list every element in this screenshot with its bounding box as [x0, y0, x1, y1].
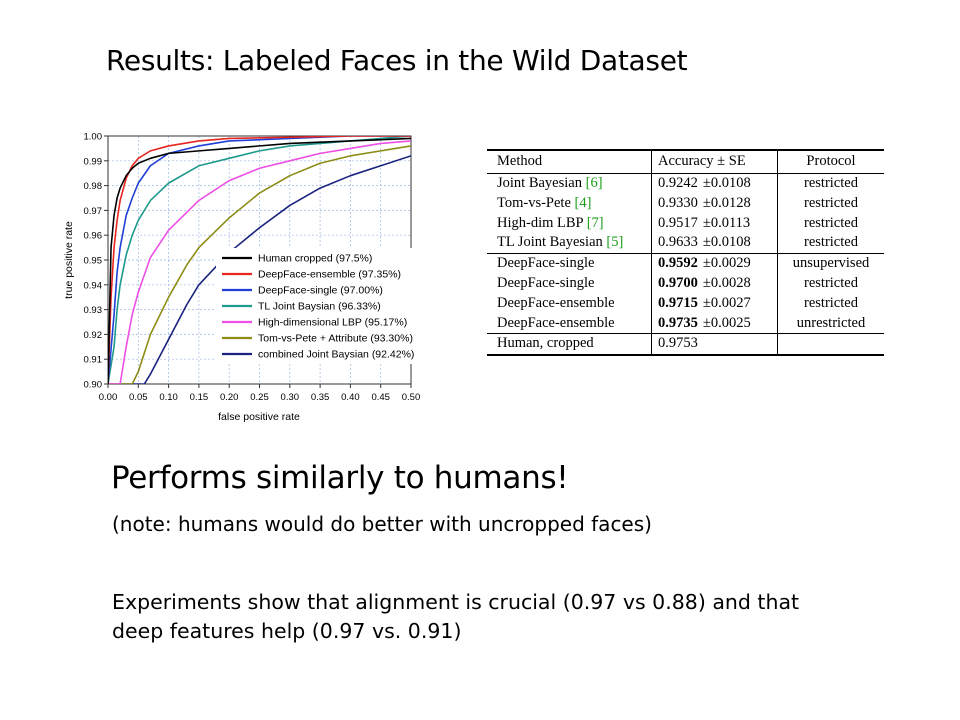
legend-label: combined Joint Baysian (92.42%): [258, 349, 414, 361]
header-protocol: Protocol: [777, 149, 884, 174]
x-tick-label: 0.05: [129, 392, 148, 403]
y-tick-label: 0.92: [84, 330, 103, 341]
table-row: High-dim LBP [7] 0.9517 ±0.0113 restricted: [487, 213, 884, 234]
cell-protocol: restricted: [777, 213, 884, 234]
cell-accuracy: 0.9517 ±0.0113: [651, 213, 778, 234]
table-row: DeepFace-single 0.9592 ±0.0029 unsupervised: [487, 253, 884, 274]
cell-accuracy: 0.9242 ±0.0108: [651, 173, 778, 194]
x-axis-ticks: 0.00 0.05 0.10 0.15 0.20 0.25 0.30 0.35 0.40 0.45…: [99, 384, 421, 403]
series-line: [108, 140, 411, 384]
header-method: Method: [487, 149, 652, 174]
cell-accuracy: 0.9700 ±0.0028: [651, 273, 778, 294]
table-row: Tom-vs-Pete [4] 0.9330 ±0.0128 restricted: [487, 193, 884, 214]
cell-method: High-dim LBP [7]: [497, 214, 604, 231]
cell-accuracy: 0.9633 ±0.0108: [651, 233, 778, 254]
cell-method: DeepFace-ensemble: [497, 314, 615, 331]
series-line: [108, 137, 411, 384]
cell-method: DeepFace-ensemble: [497, 294, 615, 311]
y-tick-label: 0.95: [84, 256, 103, 267]
x-tick-label: 0.10: [159, 392, 178, 403]
header-accuracy: Accuracy ± SE: [651, 149, 778, 174]
y-axis-label: true positive rate: [63, 221, 75, 299]
y-tick-label: 0.94: [84, 280, 103, 291]
cell-protocol: restricted: [777, 293, 884, 314]
table-row: Human, cropped 0.9753: [487, 333, 884, 357]
cell-accuracy: 0.9330 ±0.0128: [651, 193, 778, 214]
cell-method: DeepFace-single: [487, 253, 652, 274]
cell-method: Human, cropped: [487, 333, 652, 357]
series-line: [108, 136, 411, 384]
legend-label: DeepFace-single (97.00%): [258, 285, 383, 297]
cell-accuracy: 0.9592 ±0.0029: [651, 253, 778, 274]
cell-method: Joint Bayesian [6]: [497, 175, 603, 191]
legend-label: Tom-vs-Pete + Attribute (93.30%): [258, 333, 413, 345]
x-tick-label: 0.45: [371, 392, 390, 403]
cell-protocol: restricted: [777, 193, 884, 214]
table-row: DeepFace-ensemble 0.9715 ±0.0027 restricted: [487, 293, 884, 314]
y-tick-label: 1.00: [84, 132, 103, 143]
cell-method: TL Joint Bayesian [5]: [497, 234, 624, 251]
legend-label: TL Joint Baysian (96.33%): [258, 301, 381, 313]
legend-label: Human cropped (97.5%): [258, 253, 372, 265]
series-line: [108, 136, 411, 384]
table-header-row: Method Accuracy ± SE Protocol: [487, 149, 884, 174]
x-tick-label: 0.40: [341, 392, 360, 403]
cell-protocol: restricted: [777, 273, 884, 294]
legend: Human cropped (97.5%) DeepFace-ensemble (…: [216, 248, 414, 364]
y-axis-ticks: 0.90 0.91 0.92 0.93 0.94 0.95 0.96 0.97 0.98 0.99…: [84, 132, 108, 391]
results-table: Method Accuracy ± SE Protocol Joint Baye…: [487, 149, 884, 357]
table-row: DeepFace-single 0.9700 ±0.0028 restricted: [487, 273, 884, 294]
y-tick-label: 0.98: [84, 181, 103, 192]
table-row: TL Joint Bayesian [5] 0.9633 ±0.0108 restri…: [487, 233, 884, 254]
y-tick-label: 0.93: [84, 305, 103, 316]
cell-method: Tom-vs-Pete [4]: [497, 194, 592, 211]
cell-protocol: restricted: [777, 233, 884, 254]
x-tick-label: 0.20: [220, 392, 239, 403]
table-row: Joint Bayesian [6] 0.9242 ±0.0108 restricte…: [487, 173, 884, 194]
slide-title: Results: Labeled Faces in the Wild Datas…: [106, 44, 688, 77]
x-tick-label: 0.35: [311, 392, 330, 403]
x-tick-label: 0.30: [281, 392, 300, 403]
y-tick-label: 0.90: [84, 380, 103, 391]
table-body: Joint Bayesian [6] 0.9242 ±0.0108 restricte…: [487, 173, 884, 357]
legend-label: DeepFace-ensemble (97.35%): [258, 269, 401, 281]
y-tick-label: 0.99: [84, 156, 103, 167]
x-axis-label: false positive rate: [218, 411, 300, 423]
x-tick-label: 0.50: [402, 392, 421, 403]
table-row: DeepFace-ensemble 0.9735 ±0.0025 unrestrict…: [487, 313, 884, 334]
x-tick-label: 0.15: [190, 392, 209, 403]
roc-chart: 0.00 0.05 0.10 0.15 0.20 0.25 0.30 0.35 0.40 0.45…: [63, 132, 421, 424]
cell-protocol: unrestricted: [777, 313, 884, 334]
note-text: (note: humans would do better with uncro…: [112, 512, 652, 536]
x-tick-label: 0.00: [99, 392, 118, 403]
cell-protocol: [777, 333, 884, 357]
y-tick-label: 0.96: [84, 231, 103, 242]
cell-method: DeepFace-single: [497, 274, 595, 291]
citation-ref: [7]: [586, 214, 604, 231]
citation-ref: [6]: [585, 175, 603, 191]
x-tick-label: 0.25: [250, 392, 269, 403]
series-line: [108, 136, 411, 384]
legend-label: High-dimensional LBP (95.17%): [258, 317, 407, 329]
y-tick-label: 0.97: [84, 206, 103, 217]
series-line: [108, 145, 411, 384]
experiments-text: Experiments show that alignment is cruci…: [112, 590, 800, 643]
citation-ref: [4]: [574, 194, 592, 211]
headline: Performs similarly to humans!: [111, 460, 569, 496]
cell-accuracy: 0.9735 ±0.0025: [651, 313, 778, 334]
citation-ref: [5]: [606, 234, 624, 251]
cell-accuracy: 0.9753: [651, 333, 778, 357]
cell-accuracy: 0.9715 ±0.0027: [651, 293, 778, 314]
cell-protocol: unsupervised: [777, 253, 884, 274]
cell-protocol: restricted: [777, 173, 884, 194]
y-tick-label: 0.91: [84, 355, 103, 366]
